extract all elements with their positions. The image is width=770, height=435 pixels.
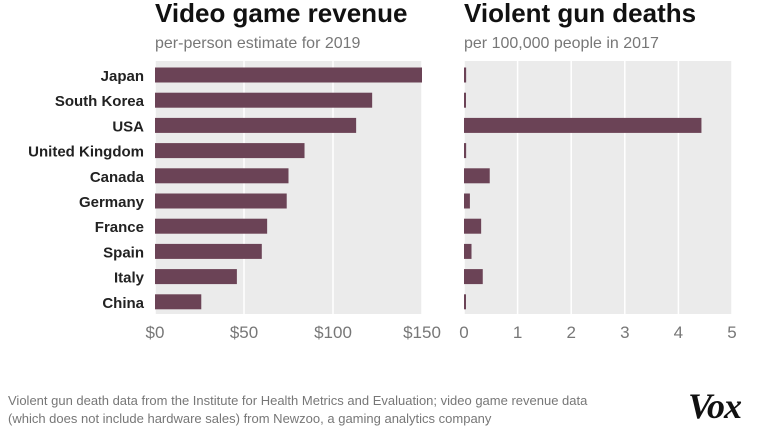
- bar-spain: [464, 243, 472, 259]
- bar-usa: [464, 117, 702, 133]
- category-label: South Korea: [55, 93, 145, 110]
- category-label: Canada: [90, 169, 145, 186]
- panel-2-subtitle: per 100,000 people in 2017: [464, 35, 659, 52]
- bar-south-korea: [155, 92, 373, 108]
- category-label: USA: [112, 118, 144, 135]
- x-tick-label: 3: [620, 323, 629, 342]
- x-tick-label: 1: [513, 323, 522, 342]
- bar-china: [155, 294, 202, 310]
- panel-1-title: Video game revenue: [155, 0, 407, 28]
- bar-italy: [464, 269, 483, 285]
- x-tick-label: $50: [230, 323, 258, 342]
- bar-china: [464, 294, 466, 310]
- x-tick-label: 5: [727, 323, 736, 342]
- category-labels: Japan South Korea USA United Kingdom Canada G…: [28, 68, 144, 312]
- panel-2-gridlines: [463, 61, 733, 314]
- bar-canada: [155, 168, 289, 184]
- panel-1-subtitle: per-person estimate for 2019: [155, 35, 361, 52]
- bar-france: [155, 218, 268, 234]
- x-tick-label: $0: [146, 323, 165, 342]
- bar-spain: [155, 243, 262, 259]
- footnote-line-1: Violent gun death data from the Institut…: [8, 393, 588, 408]
- vox-logo: Vox: [688, 386, 742, 426]
- x-tick-label: $150: [403, 323, 441, 342]
- x-tick-label: $100: [314, 323, 352, 342]
- panel-1-bars: [155, 67, 422, 310]
- category-label: China: [102, 295, 144, 312]
- category-label: United Kingdom: [28, 144, 144, 161]
- bar-france: [464, 218, 482, 234]
- panel-2-plot-area: [464, 61, 732, 314]
- bar-south-korea: [464, 92, 466, 108]
- footnote-line-2: (which does not include hardware sales) …: [8, 411, 492, 426]
- category-label: Spain: [103, 244, 144, 261]
- category-label: France: [95, 219, 144, 236]
- bar-united-kingdom: [155, 143, 305, 159]
- category-label: Germany: [79, 194, 145, 211]
- bar-germany: [155, 193, 287, 209]
- panel-2-title: Violent gun deaths: [464, 0, 696, 28]
- bar-united-kingdom: [464, 143, 467, 159]
- panel-1-x-axis: $0 $50 $100 $150: [146, 323, 441, 342]
- x-tick-label: 0: [459, 323, 468, 342]
- panel-2-bars: [464, 67, 702, 310]
- category-label: Italy: [114, 270, 145, 287]
- bar-germany: [464, 193, 470, 209]
- x-tick-label: 2: [566, 323, 575, 342]
- bar-japan: [155, 67, 422, 83]
- bar-usa: [155, 117, 357, 133]
- bar-italy: [155, 269, 237, 285]
- panel-2-x-axis: 0 1 2 3 4 5: [459, 323, 736, 342]
- bar-japan: [464, 67, 467, 83]
- x-tick-label: 4: [674, 323, 683, 342]
- category-label: Japan: [101, 68, 144, 85]
- bar-canada: [464, 168, 490, 184]
